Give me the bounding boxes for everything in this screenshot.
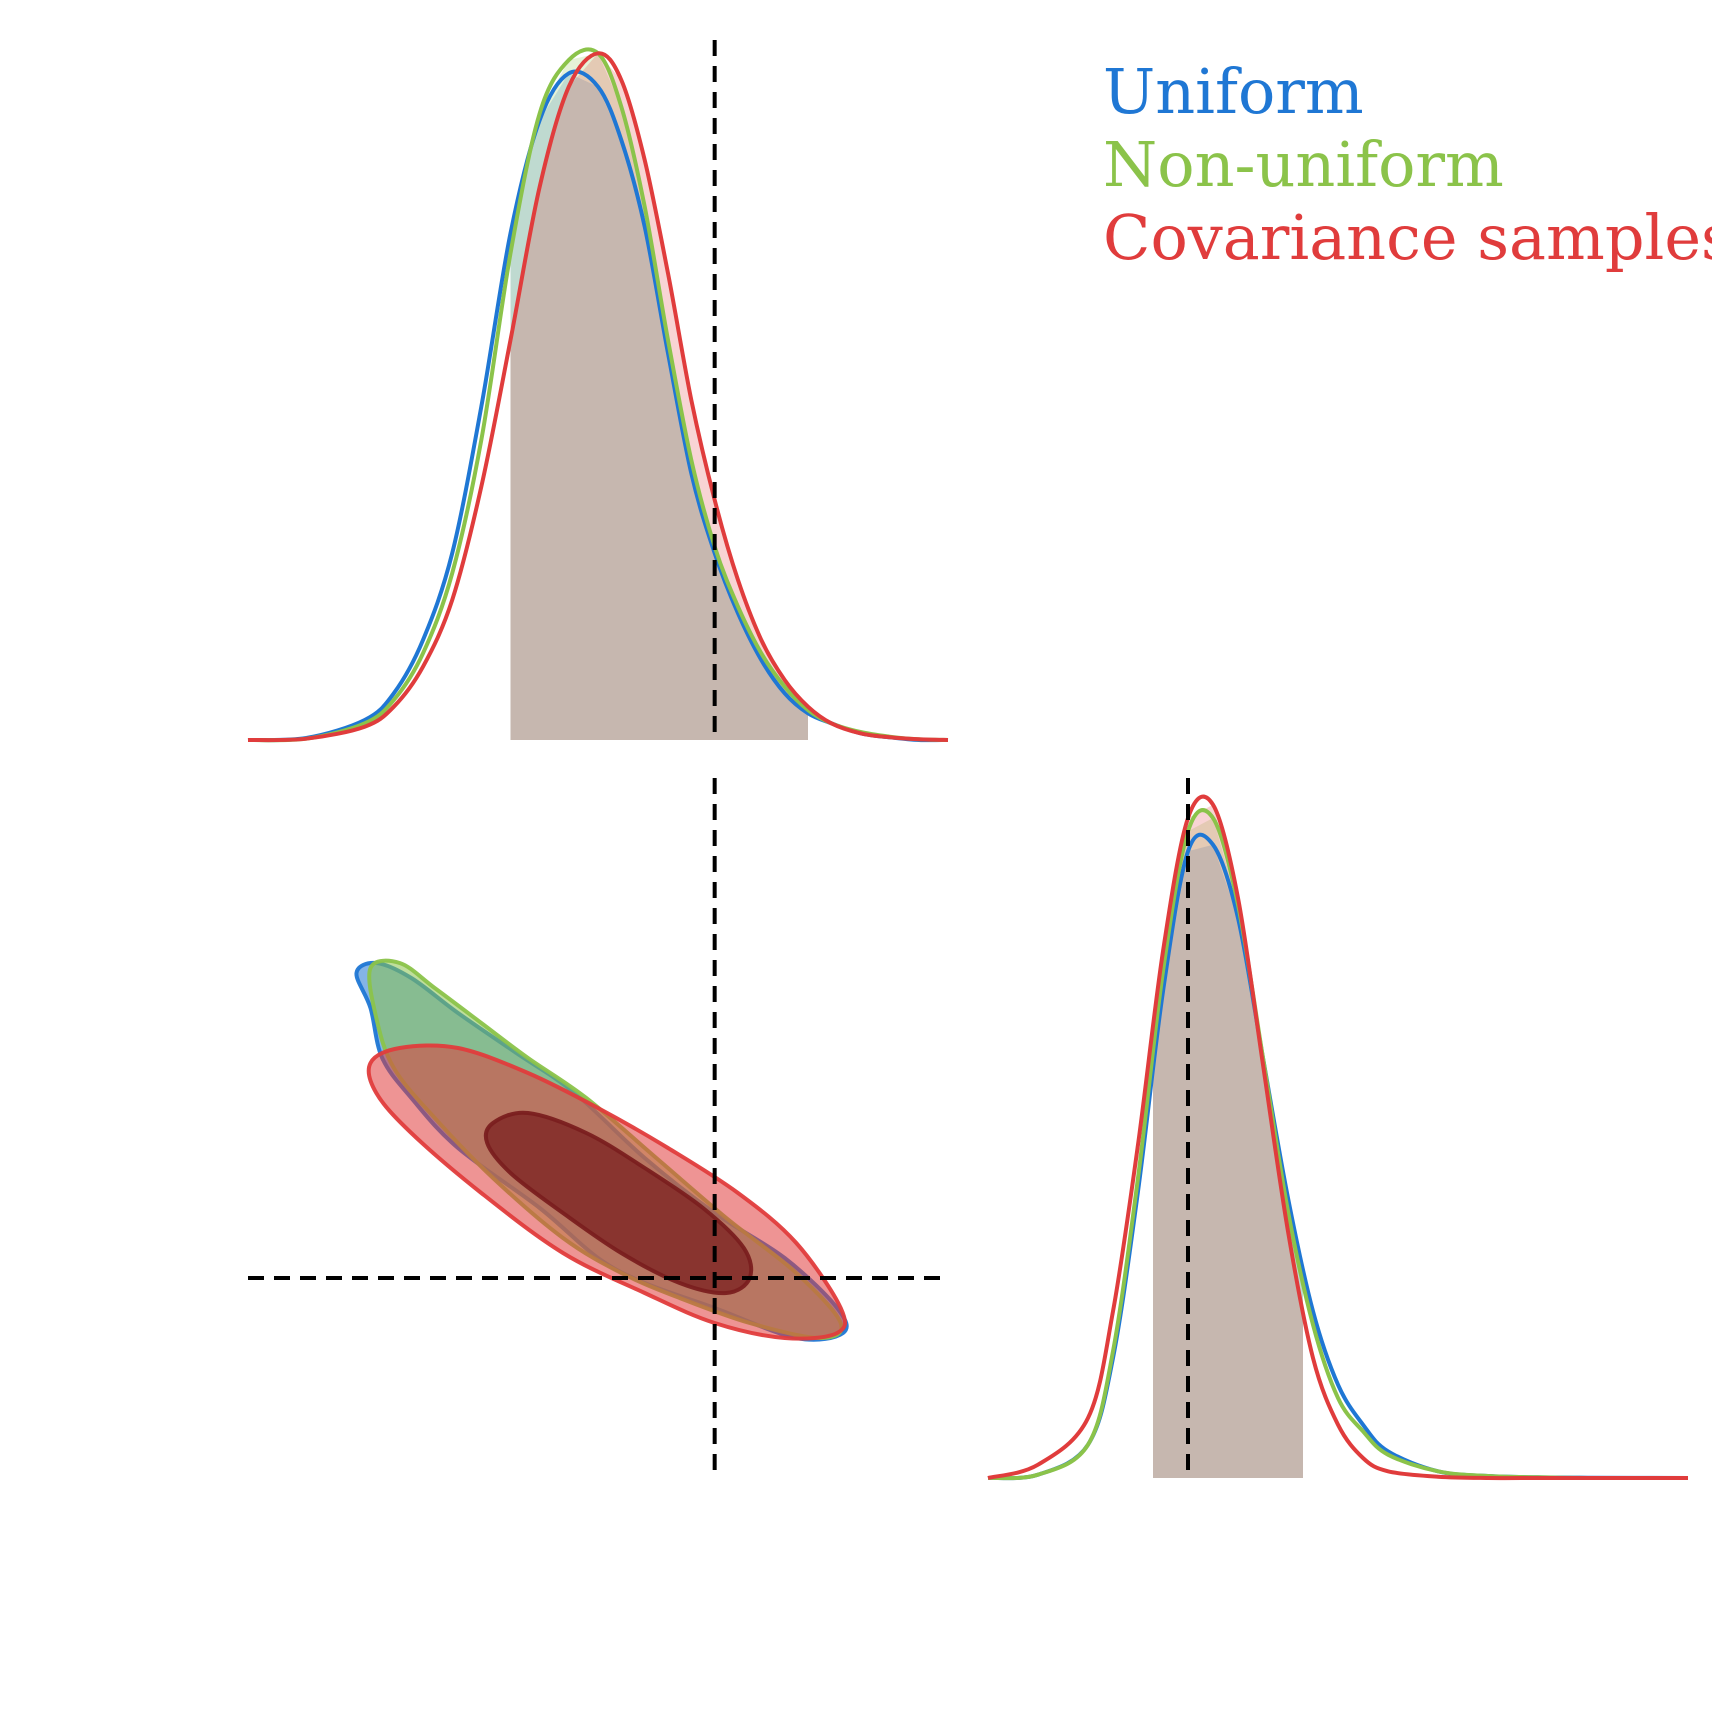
marginal-p1-panel xyxy=(247,40,949,743)
legend-entry-covariance-samples: Covariance samples xyxy=(1103,201,1712,274)
marginal-p2-curve-non-uniform xyxy=(987,808,1689,1481)
legend-entry-non-uniform: Non-uniform xyxy=(1103,128,1504,201)
marginal-p1-ci-fill-non-uniform xyxy=(510,53,808,741)
marginal-p2-ci-fill-uniform xyxy=(1153,844,1303,1478)
joint-contour-inner-covariance-samples xyxy=(483,1110,754,1296)
marginal-p1-ci-fill-uniform xyxy=(510,73,808,741)
legend-entry-uniform: Uniform xyxy=(1103,55,1364,128)
joint-p1-p2-panel xyxy=(248,778,948,1478)
marginal-p2-curve-covariance-samples xyxy=(987,794,1688,1481)
marginal-p2-ci-fill-covariance-samples xyxy=(1153,804,1303,1478)
marginal-p1-curve-covariance-samples xyxy=(247,51,949,743)
marginal-p2-ci-fill-non-uniform xyxy=(1153,818,1303,1478)
legend: Uniform Non-uniform Covariance samples xyxy=(1103,55,1712,274)
marginal-p2-curve-uniform xyxy=(987,832,1689,1481)
marginal-p1-ci-fill-covariance-samples xyxy=(510,53,808,741)
marginal-p2-panel xyxy=(987,778,1689,1481)
